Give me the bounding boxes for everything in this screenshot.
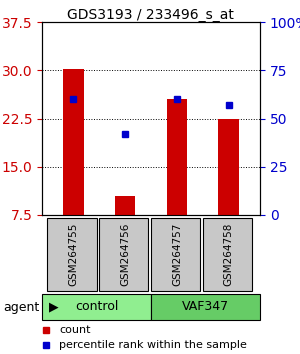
Text: control: control <box>75 301 118 314</box>
FancyBboxPatch shape <box>47 218 97 291</box>
Text: percentile rank within the sample: percentile rank within the sample <box>59 340 247 350</box>
Text: GDS3193 / 233496_s_at: GDS3193 / 233496_s_at <box>67 8 233 22</box>
FancyBboxPatch shape <box>203 218 252 291</box>
Text: GSM264757: GSM264757 <box>172 222 182 286</box>
Text: GSM264758: GSM264758 <box>224 222 234 286</box>
Bar <box>115 196 135 215</box>
Text: VAF347: VAF347 <box>182 301 229 314</box>
FancyBboxPatch shape <box>151 295 260 320</box>
FancyBboxPatch shape <box>42 295 151 320</box>
Bar <box>218 119 239 215</box>
FancyBboxPatch shape <box>99 218 148 291</box>
Text: count: count <box>59 325 91 335</box>
Text: ▶: ▶ <box>49 301 59 314</box>
FancyBboxPatch shape <box>151 218 200 291</box>
Text: agent: agent <box>3 301 39 314</box>
Text: GSM264756: GSM264756 <box>120 222 130 286</box>
Text: GSM264755: GSM264755 <box>68 222 78 286</box>
Bar <box>63 69 83 215</box>
Bar <box>167 99 187 215</box>
